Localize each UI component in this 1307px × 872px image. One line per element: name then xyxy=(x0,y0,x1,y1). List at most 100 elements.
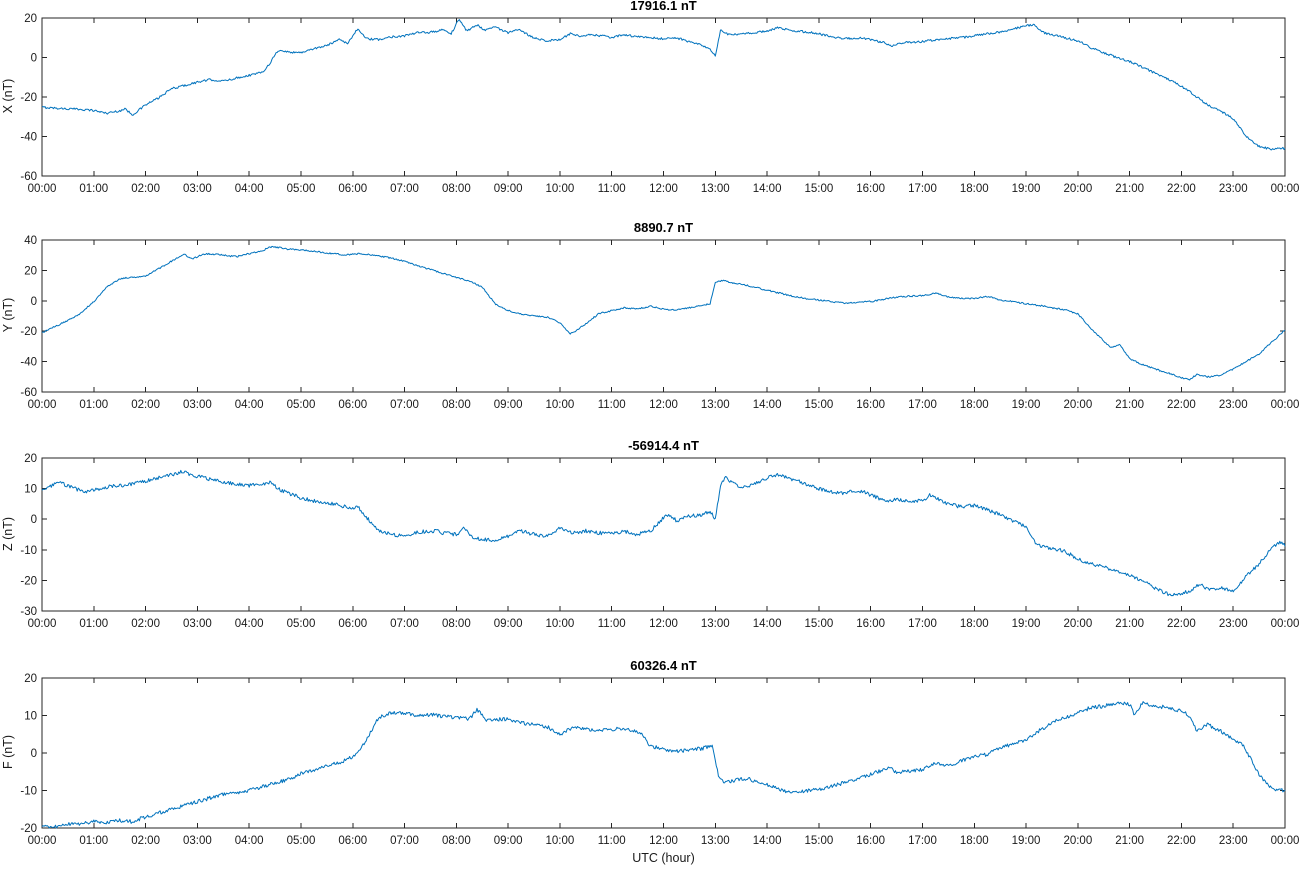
series-line-panel-0 xyxy=(42,19,1286,151)
x-tick-label: 21:00 xyxy=(1115,835,1144,847)
y-tick-label: -60 xyxy=(20,387,37,399)
x-tick-label: 23:00 xyxy=(1219,183,1248,195)
x-tick-label: 23:00 xyxy=(1219,835,1248,847)
x-tick-label: 03:00 xyxy=(183,399,212,411)
x-tick-label: 18:00 xyxy=(960,835,989,847)
x-tick-label: 02:00 xyxy=(131,618,160,630)
x-tick-label: 17:00 xyxy=(908,618,937,630)
y-tick-label: -10 xyxy=(20,545,37,557)
y-tick-label: 20 xyxy=(24,673,37,685)
x-tick-label: 07:00 xyxy=(390,399,419,411)
y-tick-label: -20 xyxy=(20,575,37,587)
y-tick-label: -20 xyxy=(20,326,37,338)
x-tick-label: 23:00 xyxy=(1219,618,1248,630)
x-tick-label: 08:00 xyxy=(442,835,471,847)
x-tick-label: 20:00 xyxy=(1063,399,1092,411)
x-tick-label: 16:00 xyxy=(856,399,885,411)
y-ticks-panel-1 xyxy=(42,239,1285,393)
y-tick-label: -20 xyxy=(20,92,37,104)
x-tick-label: 10:00 xyxy=(546,835,575,847)
x-tick-label: 06:00 xyxy=(338,399,367,411)
x-tick-label: 18:00 xyxy=(960,618,989,630)
x-tick-label: 14:00 xyxy=(753,618,782,630)
series-line-panel-3 xyxy=(41,701,1286,829)
y-tick-label: -30 xyxy=(20,606,37,618)
x-tick-label: 11:00 xyxy=(598,618,626,630)
x-tick-label: 02:00 xyxy=(131,183,160,195)
x-tick-label: 16:00 xyxy=(856,183,885,195)
x-tick-label: 18:00 xyxy=(960,399,989,411)
x-tick-label: 15:00 xyxy=(804,618,833,630)
y-tick-label: 0 xyxy=(31,514,37,526)
x-ticks-panel-0 xyxy=(41,18,1286,176)
x-tick-label: 21:00 xyxy=(1115,618,1144,630)
x-tick-label: 05:00 xyxy=(287,618,316,630)
y-ticks-panel-0 xyxy=(42,17,1285,177)
x-tick-label: 12:00 xyxy=(649,618,678,630)
x-tick-label: 00:00 xyxy=(1271,183,1300,195)
x-tick-label: 20:00 xyxy=(1063,618,1092,630)
x-tick-label: 00:00 xyxy=(28,835,57,847)
y-tick-labels-panel-3: 20 10 0 -10 -20 xyxy=(20,673,37,835)
x-tick-label: 00:00 xyxy=(1271,618,1300,630)
axes-panel-1 xyxy=(41,239,1286,393)
x-tick-label: 19:00 xyxy=(1012,835,1041,847)
y-ticks-panel-2 xyxy=(42,457,1285,612)
x-tick-label: 06:00 xyxy=(338,835,367,847)
y-tick-label: -40 xyxy=(20,132,37,144)
axes-panel-0 xyxy=(41,17,1286,177)
x-tick-label: 11:00 xyxy=(598,183,626,195)
x-tick-label: 20:00 xyxy=(1063,835,1092,847)
x-tick-label: 06:00 xyxy=(338,183,367,195)
x-tick-label: 10:00 xyxy=(546,618,575,630)
series-line-panel-1 xyxy=(41,245,1286,381)
x-tick-label: 03:00 xyxy=(183,835,212,847)
x-tick-label: 00:00 xyxy=(28,183,57,195)
x-tick-label: 15:00 xyxy=(804,399,833,411)
x-tick-label: 19:00 xyxy=(1012,618,1041,630)
x-tick-label: 12:00 xyxy=(649,183,678,195)
y-tick-label: 0 xyxy=(31,296,37,308)
x-tick-label: 13:00 xyxy=(701,399,730,411)
x-tick-label: 16:00 xyxy=(856,835,885,847)
x-tick-labels-panel-3: 00:00 01:00 02:00 03:00 04:00 05:00 06:00 07:00… xyxy=(28,835,1300,847)
x-ticks-panel-1 xyxy=(41,240,1286,392)
x-tick-label: 15:00 xyxy=(804,835,833,847)
x-tick-label: 22:00 xyxy=(1167,399,1196,411)
x-tick-label: 09:00 xyxy=(494,399,523,411)
x-tick-label: 00:00 xyxy=(28,399,57,411)
x-tick-label: 17:00 xyxy=(908,183,937,195)
y-tick-label: 20 xyxy=(24,265,37,277)
x-tick-label: 14:00 xyxy=(753,835,782,847)
x-tick-label: 22:00 xyxy=(1167,183,1196,195)
x-tick-label: 10:00 xyxy=(546,399,575,411)
y-tick-label: 20 xyxy=(24,13,37,25)
x-tick-label: 00:00 xyxy=(1271,835,1300,847)
x-axis-label: UTC (hour) xyxy=(632,851,695,865)
x-tick-label: 02:00 xyxy=(131,399,160,411)
x-tick-label: 11:00 xyxy=(598,835,626,847)
y-tick-label: -40 xyxy=(20,357,37,369)
x-tick-label: 19:00 xyxy=(1012,183,1041,195)
x-tick-label: 07:00 xyxy=(390,835,419,847)
x-tick-label: 09:00 xyxy=(494,618,523,630)
x-tick-label: 07:00 xyxy=(390,183,419,195)
x-tick-label: 13:00 xyxy=(701,835,730,847)
x-tick-label: 05:00 xyxy=(287,835,316,847)
x-tick-label: 23:00 xyxy=(1219,399,1248,411)
x-tick-label: 04:00 xyxy=(235,835,264,847)
y-tick-labels-panel-0: 20 0 -20 -40 -60 xyxy=(20,13,37,183)
x-tick-label: 01:00 xyxy=(79,835,108,847)
y-axis-label-f: F (nT) xyxy=(1,734,15,770)
x-tick-label: 06:00 xyxy=(338,618,367,630)
x-tick-label: 19:00 xyxy=(1012,399,1041,411)
axes-panel-2 xyxy=(41,457,1286,612)
x-tick-label: 09:00 xyxy=(494,183,523,195)
y-tick-label: -20 xyxy=(20,823,37,835)
x-tick-label: 11:00 xyxy=(598,399,626,411)
x-tick-label: 21:00 xyxy=(1115,183,1144,195)
y-tick-labels-panel-1: 40 20 0 -20 -40 -60 xyxy=(20,235,37,399)
x-tick-label: 14:00 xyxy=(753,183,782,195)
x-tick-label: 21:00 xyxy=(1115,399,1144,411)
